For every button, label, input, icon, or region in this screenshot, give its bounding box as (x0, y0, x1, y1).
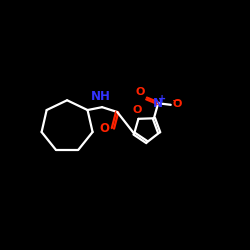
Text: N: N (153, 97, 163, 110)
Text: O: O (135, 87, 144, 97)
Text: O: O (172, 99, 182, 109)
Text: +: + (158, 94, 166, 104)
Text: O: O (133, 105, 142, 115)
Text: −: − (172, 96, 182, 106)
Text: O: O (100, 122, 110, 135)
Text: NH: NH (91, 90, 111, 103)
